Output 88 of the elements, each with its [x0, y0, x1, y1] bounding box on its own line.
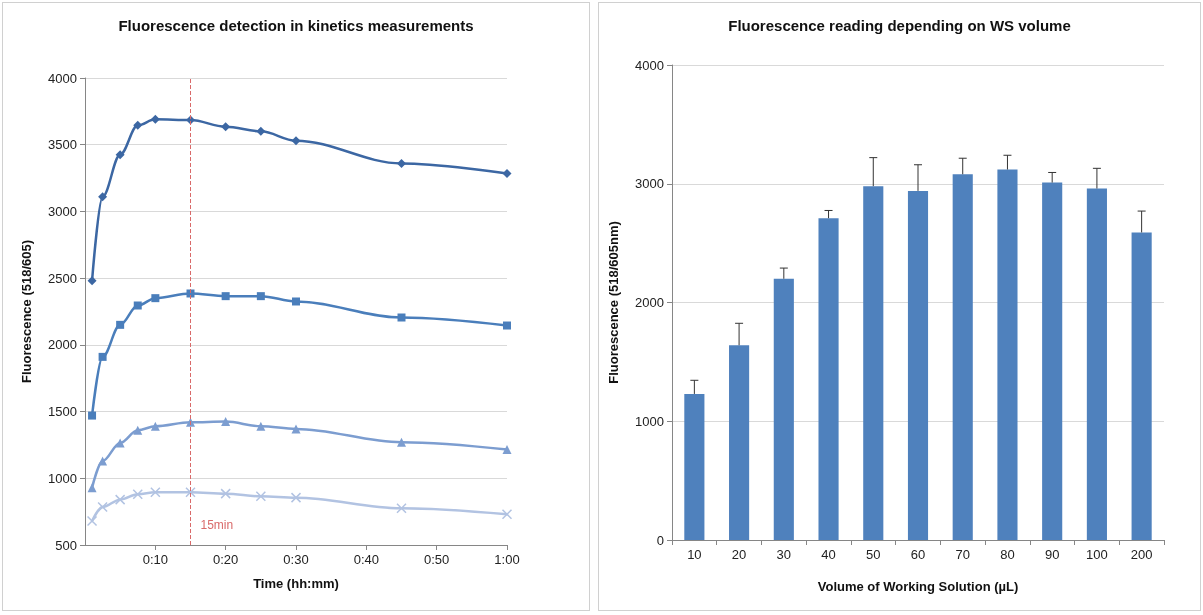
point	[87, 276, 97, 286]
point	[396, 503, 407, 514]
y-axis-title: Fluorescence (518/605)	[19, 239, 34, 384]
x-tick-label: 0:20	[213, 552, 239, 567]
y-tick-label: 2500	[48, 270, 77, 286]
y-tick-label: 1000	[635, 413, 664, 429]
bar	[997, 169, 1018, 540]
point	[221, 292, 230, 301]
chart-title: Fluorescence reading depending on WS volume	[728, 17, 1071, 34]
y-tick-label: 500	[55, 537, 77, 553]
y-tick-label: 3500	[48, 137, 77, 153]
x-tick-label: 80	[1000, 547, 1015, 562]
point	[97, 501, 108, 513]
x-tick-label: 10	[687, 547, 702, 562]
bar	[907, 190, 929, 540]
point	[220, 488, 231, 499]
point	[86, 515, 98, 527]
x-tick-label: 90	[1044, 547, 1060, 562]
x-axis-title: Volume of Working Solution (µL)	[817, 579, 1019, 594]
x-tick-label: 20	[731, 547, 747, 562]
point	[133, 120, 143, 130]
point	[292, 297, 300, 306]
bar	[1086, 188, 1107, 540]
chart-title: Fluorescence detection in kinetics measurements	[118, 17, 474, 34]
bar	[729, 345, 750, 540]
point	[502, 168, 512, 178]
point	[185, 487, 196, 498]
point	[150, 114, 160, 124]
bar	[952, 174, 973, 540]
point	[221, 417, 231, 427]
x-tick-label: 70	[955, 547, 970, 562]
point	[397, 437, 406, 447]
point	[150, 421, 160, 431]
bar	[818, 218, 839, 540]
point	[98, 352, 107, 361]
point	[151, 294, 160, 303]
point	[132, 489, 143, 500]
bar	[1131, 232, 1152, 540]
point	[221, 122, 231, 132]
point	[502, 445, 512, 455]
y-tick-label: 3000	[635, 176, 664, 192]
y-tick-label: 3000	[48, 203, 77, 219]
point	[291, 136, 301, 146]
point	[503, 321, 511, 330]
point	[256, 126, 266, 136]
x-tick-label: 60	[910, 547, 926, 562]
point	[87, 483, 97, 493]
point	[186, 289, 195, 298]
y-tick-label: 1500	[48, 404, 77, 420]
x-tick-label: 0:40	[353, 552, 379, 567]
y-tick-label: 1000	[48, 470, 77, 486]
x-tick-label: 100	[1086, 547, 1108, 562]
point	[114, 494, 126, 505]
point	[501, 509, 513, 520]
point	[133, 301, 142, 310]
y-tick-label: 4000	[48, 70, 77, 86]
y-axis-title: Fluorescence (518/605nm)	[606, 221, 621, 384]
x-tick-label: 50	[866, 547, 881, 562]
point	[133, 425, 143, 435]
point	[397, 313, 406, 322]
bar	[1042, 182, 1063, 540]
point	[397, 158, 406, 168]
point	[115, 150, 125, 160]
x-tick-label: 200	[1130, 547, 1153, 562]
bar	[684, 393, 705, 540]
x-tick-label: 1:00	[494, 552, 520, 567]
x-tick-label: 0:30	[283, 552, 309, 567]
bar	[773, 278, 794, 540]
point	[256, 292, 265, 301]
bar	[863, 186, 884, 540]
ref-line-label: 15min	[200, 518, 234, 532]
x-tick-label: 0:10	[142, 552, 168, 567]
point	[150, 487, 161, 498]
y-tick-label: 4000	[635, 57, 664, 73]
point	[255, 491, 267, 502]
x-tick-label: 40	[821, 547, 836, 562]
y-tick-label: 2000	[635, 295, 664, 310]
point	[256, 421, 266, 431]
point	[291, 424, 301, 434]
point	[88, 411, 97, 420]
x-tick-label: 30	[776, 547, 792, 562]
y-tick-label: 0	[656, 532, 664, 548]
point	[116, 320, 125, 329]
point	[290, 492, 302, 503]
y-tick-label: 2000	[48, 337, 77, 353]
x-axis-title: Time (hh:mm)	[253, 576, 339, 591]
x-tick-label: 0:50	[424, 552, 450, 567]
point	[98, 192, 108, 202]
